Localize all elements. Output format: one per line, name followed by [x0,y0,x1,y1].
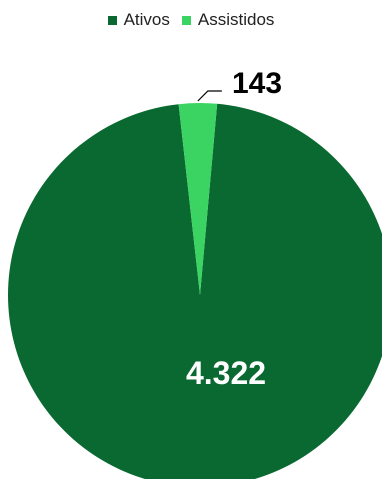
data-label-assistidos: 143 [232,67,282,100]
pie-slices [8,102,382,479]
legend-item-assistidos: Assistidos [181,10,275,30]
legend-label-ativos: Ativos [123,10,170,29]
leader-line-assistidos [197,90,222,102]
legend-swatch-ativos [107,15,117,25]
legend-item-ativos: Ativos [107,10,170,30]
legend-swatch-assistidos [181,15,191,25]
legend-label-assistidos: Assistidos [197,10,275,29]
pie-slice-assistidos [178,102,218,295]
chart-legend: Ativos Assistidos [0,10,382,30]
data-label-ativos: 4.322 [186,355,266,391]
pie-slice-ativos [8,103,382,479]
